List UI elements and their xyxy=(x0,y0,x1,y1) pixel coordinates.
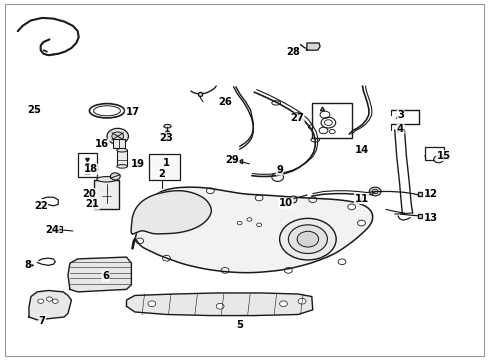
Circle shape xyxy=(216,303,224,309)
Circle shape xyxy=(368,187,380,196)
Text: 8: 8 xyxy=(24,260,31,270)
Circle shape xyxy=(221,267,228,273)
Text: 9: 9 xyxy=(276,165,283,175)
Text: 14: 14 xyxy=(354,144,368,154)
Text: 20: 20 xyxy=(82,189,96,199)
Text: 3: 3 xyxy=(396,111,403,121)
Text: 6: 6 xyxy=(102,271,109,281)
Text: 16: 16 xyxy=(95,139,109,149)
Ellipse shape xyxy=(163,125,171,128)
Bar xyxy=(311,103,351,138)
Text: 2: 2 xyxy=(158,168,165,179)
Ellipse shape xyxy=(97,177,116,182)
Text: 12: 12 xyxy=(423,189,437,199)
Polygon shape xyxy=(29,291,71,320)
Circle shape xyxy=(148,301,156,307)
Text: 22: 22 xyxy=(34,201,47,211)
Circle shape xyxy=(347,204,355,210)
Circle shape xyxy=(279,301,287,307)
Circle shape xyxy=(297,231,318,247)
Text: 4: 4 xyxy=(396,124,403,134)
Circle shape xyxy=(255,195,263,201)
Bar xyxy=(94,180,119,210)
Text: 24: 24 xyxy=(45,225,59,235)
Circle shape xyxy=(110,173,120,180)
Polygon shape xyxy=(306,43,320,50)
Text: 28: 28 xyxy=(286,46,300,57)
Circle shape xyxy=(162,255,170,261)
Text: 15: 15 xyxy=(435,150,449,161)
Text: 25: 25 xyxy=(27,105,41,115)
Circle shape xyxy=(288,225,327,253)
Circle shape xyxy=(38,299,43,303)
Circle shape xyxy=(337,259,345,265)
Circle shape xyxy=(433,156,443,163)
Text: 29: 29 xyxy=(225,155,239,165)
Circle shape xyxy=(284,267,292,273)
Text: 21: 21 xyxy=(85,199,99,210)
Circle shape xyxy=(52,299,58,303)
Circle shape xyxy=(298,298,305,304)
Circle shape xyxy=(162,199,170,204)
Text: 26: 26 xyxy=(218,97,231,107)
Circle shape xyxy=(107,129,128,144)
Bar xyxy=(149,154,179,180)
Circle shape xyxy=(46,297,52,301)
Text: 10: 10 xyxy=(278,198,292,208)
Circle shape xyxy=(308,197,316,203)
Polygon shape xyxy=(126,293,312,316)
Text: 19: 19 xyxy=(131,159,145,169)
Circle shape xyxy=(112,132,123,140)
Bar xyxy=(424,147,444,160)
Circle shape xyxy=(206,188,214,194)
Text: 13: 13 xyxy=(423,213,437,223)
Circle shape xyxy=(136,238,143,244)
Text: 5: 5 xyxy=(236,320,243,330)
Ellipse shape xyxy=(117,165,127,168)
Text: 1: 1 xyxy=(163,158,170,168)
Text: 17: 17 xyxy=(125,107,139,117)
Polygon shape xyxy=(131,191,211,234)
Circle shape xyxy=(357,220,365,226)
Text: 18: 18 xyxy=(83,164,98,174)
Polygon shape xyxy=(68,257,131,292)
Bar xyxy=(113,139,125,148)
Polygon shape xyxy=(132,187,372,273)
Bar xyxy=(78,153,97,177)
Circle shape xyxy=(279,219,335,260)
Text: 27: 27 xyxy=(290,113,304,123)
Text: 7: 7 xyxy=(39,316,45,325)
Bar xyxy=(117,150,127,166)
Ellipse shape xyxy=(117,148,127,152)
Text: 23: 23 xyxy=(159,133,173,143)
Text: 11: 11 xyxy=(354,194,368,204)
